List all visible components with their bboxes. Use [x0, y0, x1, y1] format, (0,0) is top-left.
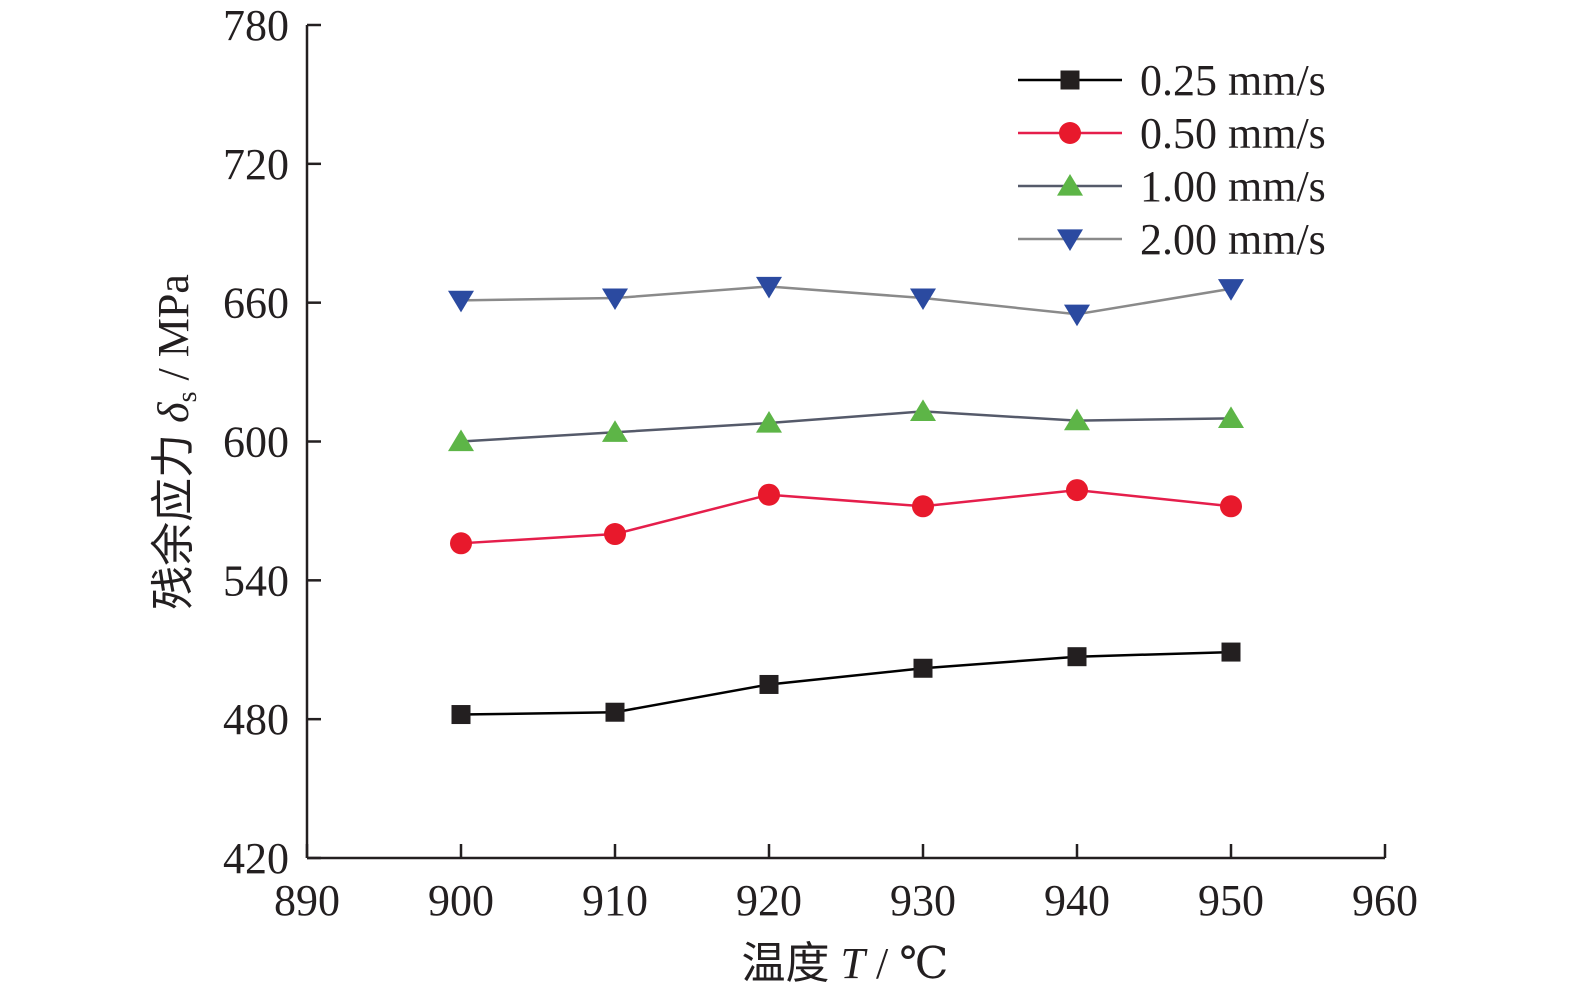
data-point — [756, 410, 782, 433]
data-point — [448, 290, 474, 313]
x-tick-label: 900 — [428, 876, 494, 925]
y-tick-label: 540 — [223, 556, 289, 605]
legend-label: 1.00 mm/s — [1140, 162, 1326, 211]
data-point — [756, 276, 782, 299]
x-tick-label: 940 — [1044, 876, 1110, 925]
x-tick-label: 910 — [582, 876, 648, 925]
legend-marker — [1059, 122, 1081, 144]
y-axis-title: 残余应力 δs / MPa — [149, 274, 203, 610]
data-point — [602, 420, 628, 442]
data-point — [602, 288, 628, 311]
series-2 — [450, 479, 1242, 555]
data-point — [451, 705, 471, 725]
data-point — [1067, 647, 1087, 667]
data-point — [759, 674, 779, 694]
y-axis-title-suffix: / MPa — [149, 274, 198, 391]
legend-label: 0.50 mm/s — [1140, 109, 1326, 158]
legend-item: 0.25 mm/s — [1018, 56, 1326, 105]
data-point — [450, 532, 472, 555]
data-point — [1220, 495, 1242, 518]
y-tick-label: 480 — [223, 695, 289, 744]
legend-item: 2.00 mm/s — [1018, 215, 1326, 264]
y-axis-title-prefix: 残余应力 — [149, 423, 198, 610]
data-point — [1064, 304, 1090, 327]
x-tick-label: 890 — [274, 876, 340, 925]
data-point — [910, 399, 936, 422]
data-point — [913, 658, 933, 678]
data-point — [912, 495, 934, 518]
series-line — [460, 285, 1232, 316]
y-tick-label: 720 — [223, 140, 289, 189]
x-tick-label: 930 — [890, 876, 956, 925]
y-axis-title-symbol: δ — [149, 401, 198, 423]
legend-label: 2.00 mm/s — [1140, 215, 1326, 264]
x-tick-label: 920 — [736, 876, 802, 925]
y-axis-title-subscript: s — [172, 392, 203, 403]
x-tick-label: 950 — [1198, 876, 1264, 925]
series-4 — [448, 276, 1244, 327]
legend-marker — [1057, 174, 1083, 196]
x-tick-label: 960 — [1352, 876, 1418, 925]
data-point — [605, 702, 625, 722]
legend-label: 0.25 mm/s — [1140, 56, 1326, 105]
y-tick-label: 660 — [223, 279, 289, 328]
legend-item: 1.00 mm/s — [1018, 162, 1326, 211]
x-axis-title: 温度 T / ℃ — [742, 939, 949, 988]
legend-marker — [1060, 70, 1080, 90]
axes: 420 480 540 600 660 720 780 890 900 910 920 930 940 9… — [223, 1, 1418, 925]
data-point — [448, 429, 474, 452]
x-axis-title-symbol: T — [841, 939, 869, 988]
series-1 — [451, 642, 1241, 725]
y-tick-label: 420 — [223, 834, 289, 883]
x-axis-title-suffix: / ℃ — [865, 939, 948, 988]
series-line — [460, 410, 1232, 443]
data-point — [1221, 642, 1241, 662]
series-line — [460, 650, 1232, 716]
y-tick-label: 600 — [223, 418, 289, 467]
legend-marker — [1057, 229, 1083, 251]
series-line — [460, 488, 1232, 545]
y-tick-label: 780 — [223, 1, 289, 50]
x-axis-title-prefix: 温度 — [742, 939, 841, 988]
series-3 — [448, 399, 1244, 452]
axis-titles: 温度 T / ℃ 残余应力 δs / MPa — [149, 274, 948, 988]
data-point — [1064, 408, 1090, 431]
data-point — [758, 483, 780, 506]
legend-item: 0.50 mm/s — [1018, 109, 1326, 158]
data-point — [1066, 479, 1088, 502]
data-point — [604, 523, 626, 546]
legend: 0.25 mm/s0.50 mm/s1.00 mm/s2.00 mm/s — [1018, 56, 1326, 264]
data-point — [1218, 279, 1244, 301]
series-layer — [448, 276, 1244, 725]
data-point — [910, 288, 936, 311]
data-point — [1218, 406, 1244, 428]
